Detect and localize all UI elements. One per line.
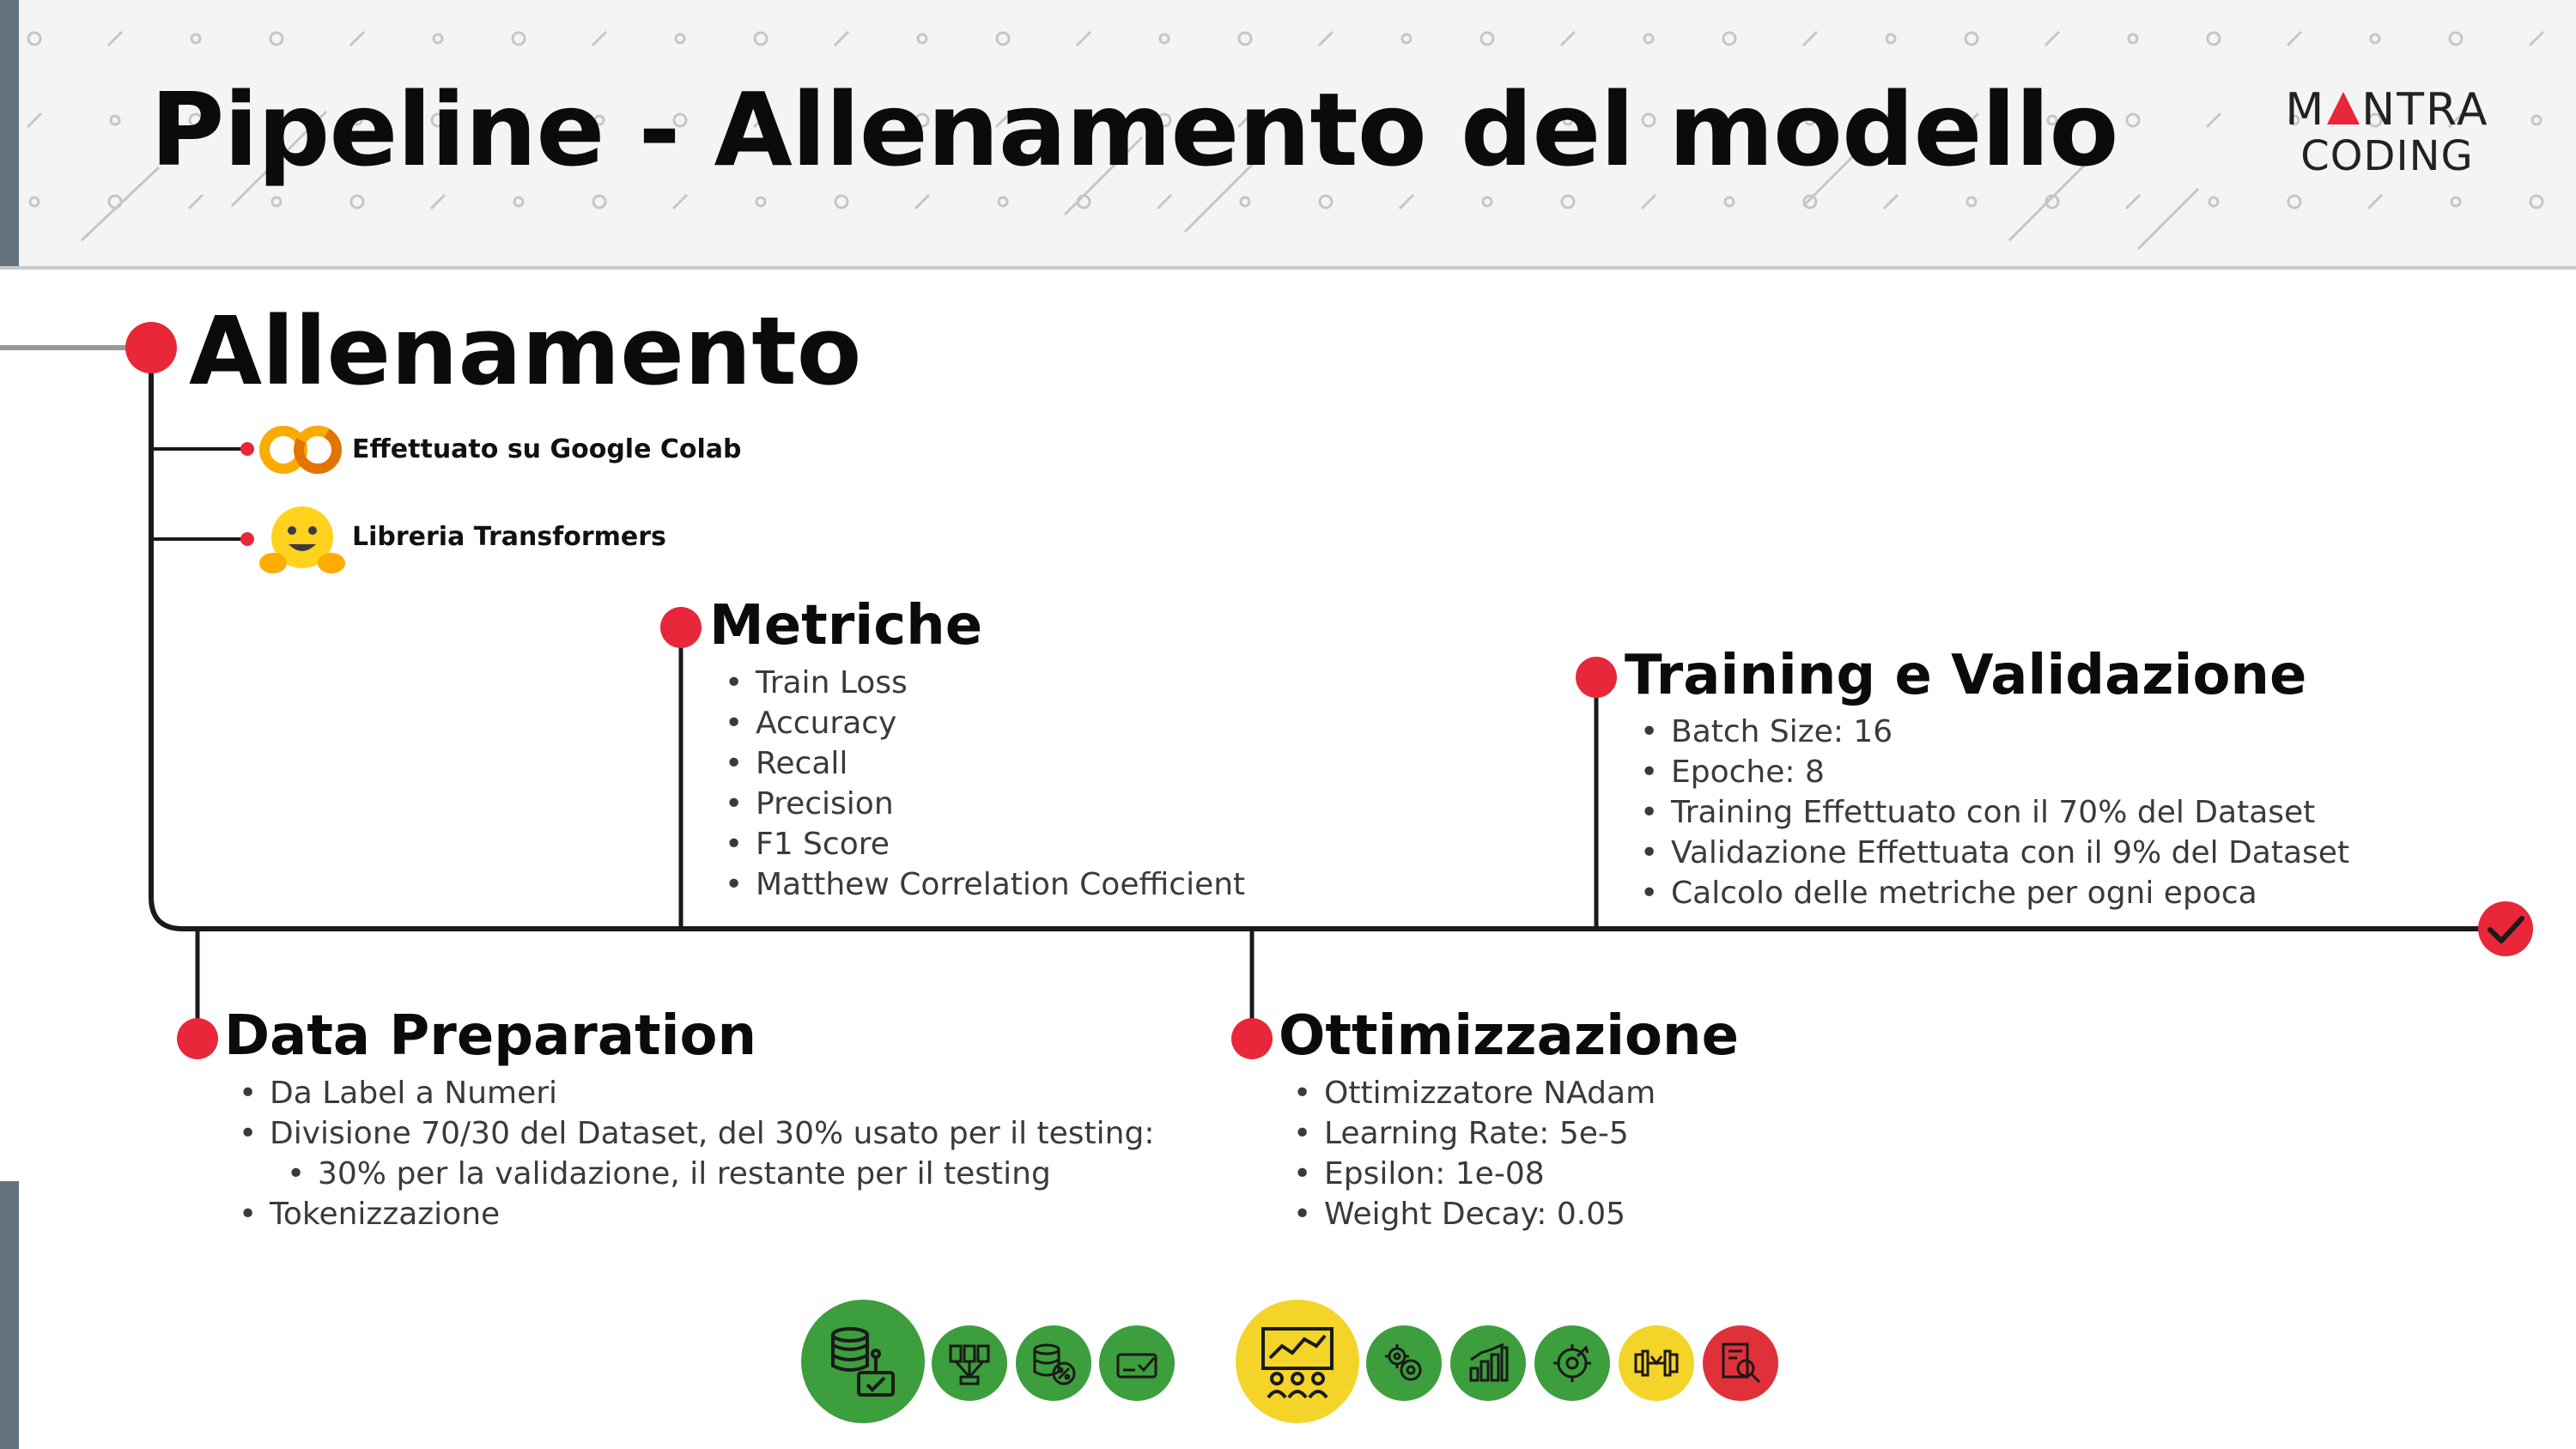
end-check-icon bbox=[2488, 916, 2524, 943]
list-item: Weight Decay: 0.05 bbox=[1293, 1194, 1656, 1234]
list-item: Epsilon: 1e-08 bbox=[1293, 1154, 1656, 1194]
side-accent-bar-top bbox=[0, 0, 19, 266]
list-item: Train Loss bbox=[725, 663, 1245, 703]
list-item: Divisione 70/30 del Dataset, del 30% usa… bbox=[239, 1113, 1154, 1154]
list-item: Precision bbox=[725, 784, 1245, 824]
metriche-heading: Metriche bbox=[709, 594, 983, 658]
database-process-icon bbox=[801, 1300, 925, 1423]
logo-text-m: M bbox=[2285, 84, 2326, 136]
metriche-list: Train Loss Accuracy Recall Precision F1 … bbox=[725, 663, 1245, 905]
metriche-dot bbox=[660, 607, 702, 648]
data-prep-heading: Data Preparation bbox=[224, 1004, 757, 1068]
list-item: Batch Size: 16 bbox=[1640, 712, 2349, 752]
logo-triangle-icon bbox=[2327, 92, 2360, 124]
list-item: Da Label a Numeri bbox=[239, 1073, 1154, 1113]
list-item: Tokenizzazione bbox=[239, 1194, 1154, 1234]
settings-gears-icon bbox=[1366, 1325, 1442, 1401]
list-item: F1 Score bbox=[725, 824, 1245, 864]
main-timeline-line bbox=[149, 348, 2506, 931]
list-item: Calcolo delle metriche per ogni epoca bbox=[1640, 873, 2349, 913]
mantra-coding-logo: M NTRA CODING bbox=[2275, 86, 2499, 179]
list-item: Learning Rate: 5e-5 bbox=[1293, 1113, 1656, 1154]
main-dot bbox=[125, 322, 177, 373]
list-item: Validazione Effettuata con il 9% del Dat… bbox=[1640, 833, 2349, 873]
logo-text-ntra: NTRA bbox=[2361, 84, 2489, 136]
list-item: Epoche: 8 bbox=[1640, 752, 2349, 792]
list-item: Matthew Correlation Coefficient bbox=[725, 864, 1245, 905]
report-magnifier-icon bbox=[1703, 1325, 1778, 1401]
data-split-percent-icon bbox=[1016, 1325, 1091, 1401]
data-prep-list: Da Label a Numeri Divisione 70/30 del Da… bbox=[239, 1073, 1154, 1234]
ottimizzazione-heading: Ottimizzazione bbox=[1279, 1004, 1739, 1068]
tokenize-check-icon bbox=[1099, 1325, 1175, 1401]
list-item: Ottimizzatore NAdam bbox=[1293, 1073, 1656, 1113]
side-accent-bar-bottom bbox=[0, 1181, 19, 1449]
training-list: Batch Size: 16 Epoche: 8 Training Effett… bbox=[1640, 712, 2349, 913]
list-item: Accuracy bbox=[725, 703, 1245, 743]
data-prep-dot bbox=[177, 1018, 218, 1059]
training-presentation-icon bbox=[1236, 1300, 1359, 1423]
transformers-label: Libreria Transformers bbox=[352, 522, 666, 552]
colab-icon bbox=[258, 424, 343, 476]
training-dot bbox=[1576, 657, 1617, 698]
colab-label: Effettuato su Google Colab bbox=[352, 434, 742, 464]
logo-line-2: CODING bbox=[2300, 132, 2474, 180]
list-item: Training Effettuato con il 70% del Datas… bbox=[1640, 792, 2349, 833]
main-heading: Allenamento bbox=[189, 296, 862, 406]
logo-line-1: M NTRA bbox=[2275, 86, 2499, 134]
branch-dot-colab bbox=[240, 442, 254, 456]
page-title: Pipeline - Allenamento del modello bbox=[150, 70, 2118, 189]
list-item-nested: 30% per la validazione, il restante per … bbox=[239, 1154, 1154, 1194]
ottimizzazione-list: Ottimizzatore NAdam Learning Rate: 5e-5 … bbox=[1293, 1073, 1656, 1234]
header-pattern bbox=[26, 30, 2545, 251]
list-item: Recall bbox=[725, 743, 1245, 784]
branch-dot-transformers bbox=[240, 532, 254, 546]
ottimizzazione-dot bbox=[1231, 1018, 1273, 1059]
end-check-circle bbox=[2478, 901, 2533, 956]
dumbbell-icon bbox=[1619, 1325, 1694, 1401]
dataset-columns-icon bbox=[932, 1325, 1007, 1401]
header-band bbox=[0, 0, 2576, 270]
hugging-face-icon bbox=[259, 503, 345, 580]
optimization-gear-icon bbox=[1534, 1325, 1610, 1401]
bar-chart-icon bbox=[1450, 1325, 1526, 1401]
training-heading: Training e Validazione bbox=[1625, 644, 2307, 707]
